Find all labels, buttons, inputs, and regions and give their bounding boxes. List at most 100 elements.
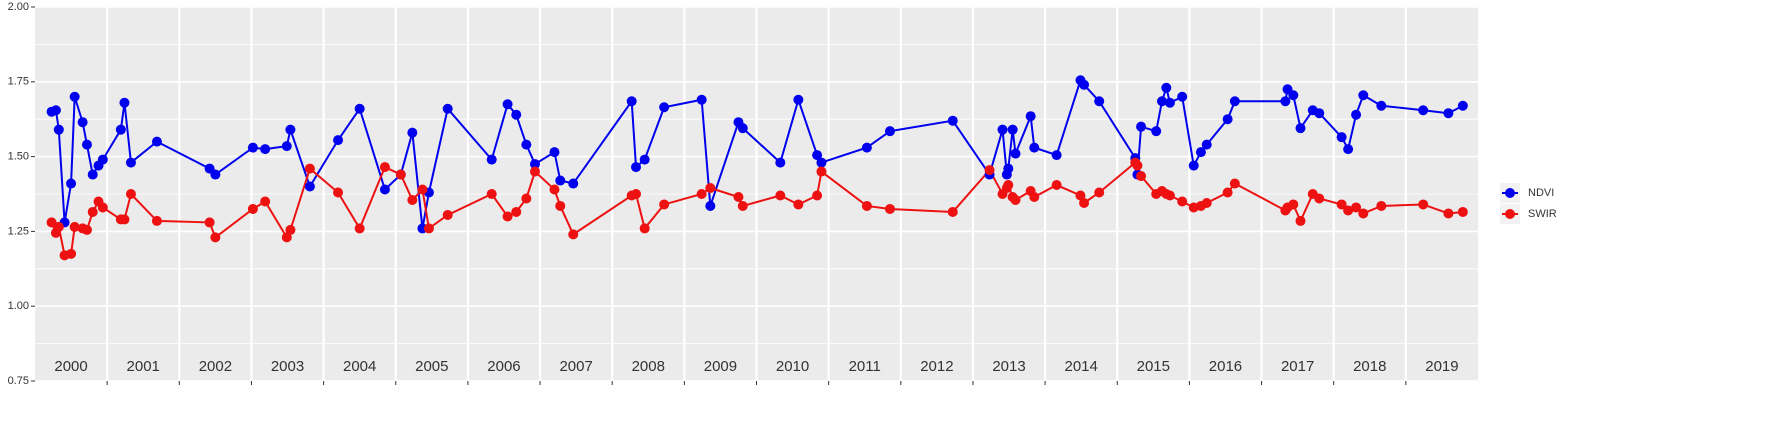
point (1051, 150, 1062, 161)
point (1010, 194, 1021, 205)
point (631, 162, 642, 173)
point (1288, 90, 1299, 101)
point (379, 162, 390, 173)
point (793, 94, 804, 105)
year-label: 2000 (54, 358, 87, 375)
point (1418, 199, 1429, 210)
point (281, 232, 292, 243)
year-label: 2014 (1064, 358, 1097, 375)
point (1358, 208, 1369, 219)
legend-label: NDVI (1528, 187, 1554, 199)
point (793, 199, 804, 210)
point (97, 154, 108, 165)
point (379, 184, 390, 195)
point (119, 214, 130, 225)
point (502, 99, 513, 110)
point (81, 224, 92, 235)
point (529, 166, 540, 177)
point (486, 189, 497, 199)
point (354, 223, 365, 234)
point (1079, 197, 1090, 208)
point (775, 157, 786, 168)
point (884, 203, 895, 214)
year-label: 2007 (559, 358, 592, 375)
point (1343, 144, 1354, 155)
year-label: 2016 (1209, 358, 1242, 375)
point (521, 139, 532, 150)
point (696, 94, 707, 105)
legend-point (1505, 209, 1515, 219)
year-label: 2004 (343, 358, 376, 375)
point (1314, 108, 1325, 119)
point (1229, 96, 1240, 107)
point (1222, 187, 1233, 198)
year-label: 2005 (415, 358, 448, 375)
point (407, 127, 418, 138)
point (568, 178, 579, 189)
point (947, 206, 958, 217)
point (1222, 114, 1233, 125)
point (333, 187, 344, 198)
point (1151, 126, 1162, 137)
point (1177, 196, 1188, 207)
point (568, 229, 579, 240)
point (1164, 97, 1175, 108)
point (861, 200, 872, 211)
point (260, 196, 271, 207)
point (442, 209, 453, 220)
year-label: 2015 (1137, 358, 1170, 375)
point (1314, 193, 1325, 204)
point (69, 91, 80, 102)
point (423, 223, 434, 234)
point (77, 117, 88, 128)
point (1376, 200, 1387, 211)
point (53, 221, 64, 232)
point (1195, 147, 1206, 158)
year-label: 2002 (199, 358, 232, 375)
point (125, 189, 136, 199)
point (626, 96, 637, 107)
point (1418, 105, 1429, 116)
legend-point (1505, 188, 1515, 198)
point (333, 135, 344, 146)
point (631, 189, 642, 199)
year-label: 2008 (632, 358, 665, 375)
point (53, 124, 64, 135)
point (696, 189, 707, 199)
year-label: 2009 (704, 358, 737, 375)
point (69, 221, 80, 232)
point (486, 154, 497, 165)
point (1094, 187, 1105, 198)
year-label: 2006 (487, 358, 520, 375)
point (1177, 91, 1188, 102)
year-label: 2011 (849, 358, 881, 375)
point (81, 139, 92, 150)
y-tick-label: 1.75 (8, 76, 29, 88)
point (66, 178, 77, 189)
point (1029, 191, 1040, 202)
point (639, 154, 650, 165)
point (87, 206, 98, 217)
y-tick-label: 2.00 (8, 1, 29, 13)
point (1376, 100, 1387, 111)
point (1295, 215, 1306, 226)
legend-label: SWIR (1528, 208, 1557, 220)
point (46, 217, 57, 228)
point (304, 163, 315, 174)
point (1003, 180, 1014, 191)
point (87, 169, 98, 180)
point (1007, 124, 1018, 135)
point (1136, 171, 1147, 182)
point (1229, 178, 1240, 189)
point (354, 103, 365, 114)
year-label: 2013 (992, 358, 1025, 375)
point (984, 165, 995, 176)
point (210, 169, 221, 180)
point (395, 169, 406, 180)
year-label: 2001 (127, 358, 160, 375)
point (1201, 139, 1212, 150)
point (947, 115, 958, 126)
point (1010, 148, 1021, 159)
point (1288, 199, 1299, 210)
